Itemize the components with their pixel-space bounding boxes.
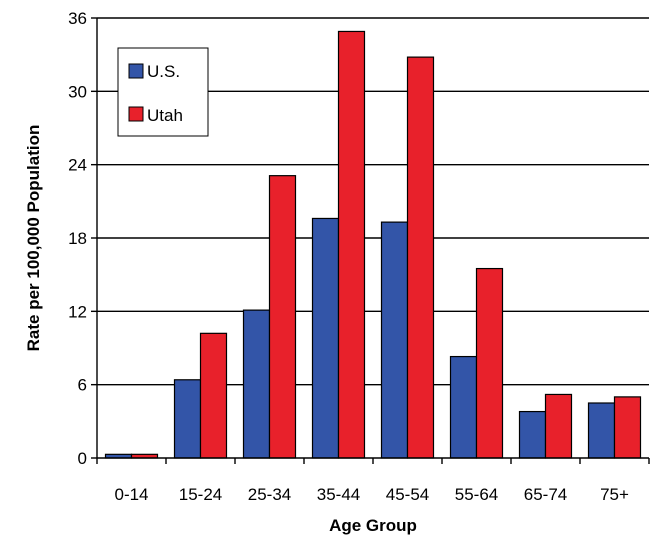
x-tick-label: 35-44 — [317, 485, 360, 504]
x-tick-label: 0-14 — [114, 485, 148, 504]
legend-swatch-us — [128, 63, 144, 79]
bar-utah-75+ — [613, 396, 642, 459]
x-tick-label: 25-34 — [248, 485, 291, 504]
bar-us-25-34 — [242, 309, 271, 459]
bar-utah-25-34 — [268, 175, 297, 459]
y-tick-label: 24 — [68, 156, 87, 175]
y-axis-title: Rate per 100,000 Population — [24, 125, 43, 352]
y-tick-labels: 0 6 12 18 24 30 36 — [68, 9, 87, 468]
x-tick-label: 75+ — [600, 485, 629, 504]
axes — [91, 17, 650, 464]
x-tick-label: 45-54 — [386, 485, 429, 504]
bar-us-65-74 — [518, 410, 547, 459]
y-tick-label: 36 — [68, 9, 87, 28]
x-tick-label: 55-64 — [455, 485, 498, 504]
bar-us-75+ — [587, 402, 616, 459]
legend-swatch-utah — [128, 106, 144, 122]
bar-utah-35-44 — [337, 30, 366, 459]
y-tick-label: 6 — [78, 376, 87, 395]
x-axis-title: Age Group — [329, 516, 417, 535]
legend: U.S. Utah — [117, 47, 209, 137]
y-tick-label: 12 — [68, 302, 87, 321]
legend-label-us: U.S. — [147, 62, 180, 81]
bar-utah-55-64 — [475, 267, 504, 459]
x-tick-label: 65-74 — [524, 485, 567, 504]
legend-label-utah: Utah — [147, 106, 183, 125]
bar-us-15-24 — [173, 379, 202, 459]
x-tick-label: 15-24 — [179, 485, 222, 504]
y-tick-label: 30 — [68, 82, 87, 101]
bar-utah-45-54 — [406, 56, 435, 459]
y-tick-label: 18 — [68, 229, 87, 248]
y-tick-label: 0 — [78, 449, 87, 468]
bar-us-35-44 — [311, 217, 340, 459]
x-tick-labels: 0-14 15-24 25-34 35-44 45-54 55-64 65-74 75+ — [114, 485, 629, 504]
bar-utah-65-74 — [544, 393, 573, 459]
bar-utah-15-24 — [199, 332, 228, 459]
bar-us-55-64 — [449, 355, 478, 459]
bars — [104, 30, 642, 459]
bar-us-45-54 — [380, 221, 409, 459]
